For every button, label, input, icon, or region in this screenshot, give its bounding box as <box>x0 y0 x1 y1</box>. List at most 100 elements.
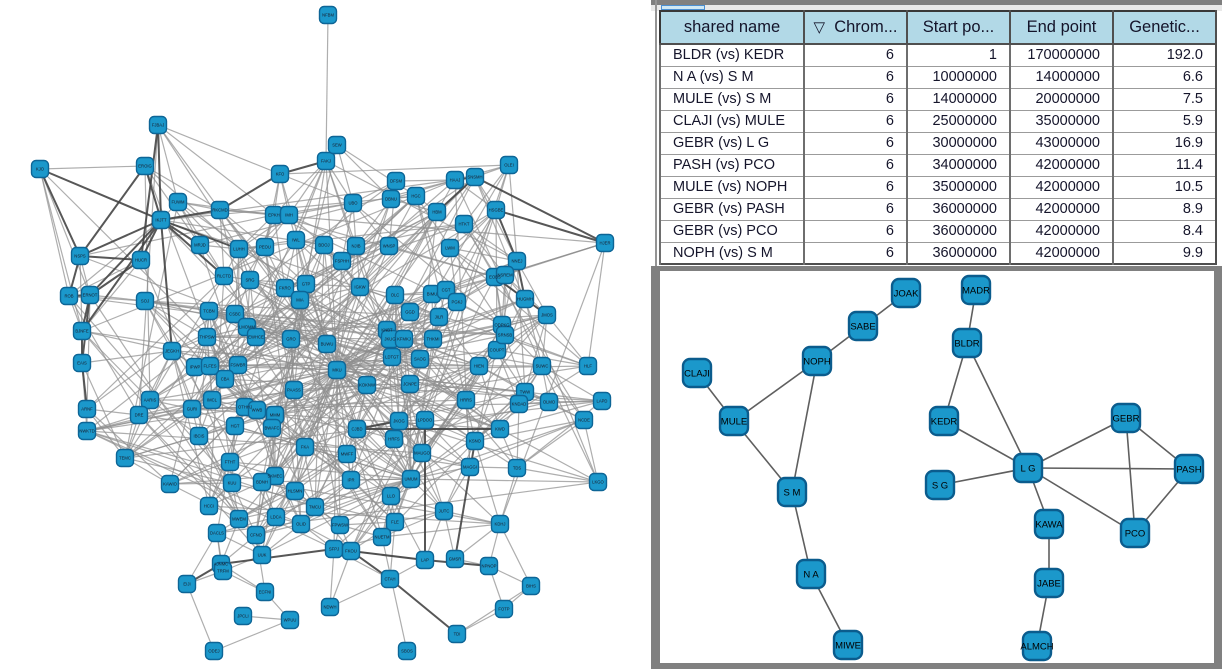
svg-text:KNBT: KNBT <box>381 328 393 333</box>
svg-text:FOTP: FOTP <box>498 607 509 612</box>
svg-text:SFPJ: SFPJ <box>329 547 339 552</box>
svg-text:L G: L G <box>1021 464 1036 475</box>
svg-text:DACLS: DACLS <box>210 531 224 536</box>
svg-text:WPUU: WPUU <box>284 618 297 623</box>
svg-text:BJNFE: BJNFE <box>75 329 88 334</box>
svg-text:JKOG: JKOG <box>393 419 404 424</box>
svg-text:GTP: GTP <box>302 282 311 287</box>
svg-text:OLID: OLID <box>296 522 306 527</box>
svg-text:EWHCE: EWHCE <box>248 335 264 340</box>
svg-text:BUWU: BUWU <box>321 342 334 347</box>
svg-text:SOJ: SOJ <box>141 299 149 304</box>
svg-text:PEOU: PEOU <box>259 245 271 250</box>
svg-text:PCO: PCO <box>1125 529 1146 540</box>
svg-text:HAAJ: HAAJ <box>450 178 461 183</box>
svg-text:LMOMM: LMOMM <box>239 325 256 330</box>
svg-text:GGD: GGD <box>405 310 415 315</box>
svg-text:SAOG: SAOG <box>414 357 426 362</box>
svg-text:AARIS: AARIS <box>144 398 157 403</box>
svg-text:AJNMC: AJNMC <box>214 562 228 567</box>
svg-text:SBOS: SBOS <box>401 649 413 654</box>
svg-text:EAIS: EAIS <box>77 361 87 366</box>
svg-text:UUK: UUK <box>258 553 267 558</box>
svg-text:EIJI: EIJI <box>183 582 190 587</box>
svg-text:TCBN: TCBN <box>203 309 214 314</box>
svg-text:FLFES: FLFES <box>203 364 216 369</box>
svg-text:GEBR: GEBR <box>1113 414 1140 425</box>
svg-text:LDCA: LDCA <box>270 515 281 520</box>
svg-text:OTHHJ: OTHHJ <box>238 405 252 410</box>
svg-text:FAKJ: FAKJ <box>321 159 331 164</box>
svg-text:GRO: GRO <box>286 337 296 342</box>
svg-text:WWB: WWB <box>252 408 263 413</box>
svg-text:LPDOO: LPDOO <box>418 418 433 423</box>
svg-text:ERNOT: ERNOT <box>83 293 98 298</box>
svg-text:CSBC: CSBC <box>229 312 241 317</box>
svg-text:BIHS: BIHS <box>526 584 536 589</box>
svg-text:TWW: TWW <box>520 390 531 395</box>
svg-text:MAGGI: MAGGI <box>463 465 477 470</box>
svg-text:FKOU: FKOU <box>345 549 357 554</box>
svg-text:GURI: GURI <box>187 407 197 412</box>
svg-text:HJER: HJER <box>600 241 611 246</box>
svg-text:OLMO: OLMO <box>543 400 556 405</box>
svg-text:HIEN: HIEN <box>474 364 484 369</box>
svg-text:ODPKG: ODPKG <box>494 323 509 328</box>
svg-text:ODEJ: ODEJ <box>208 649 219 654</box>
svg-text:JCNPE: JCNPE <box>403 382 417 387</box>
svg-text:SRNSB: SRNSB <box>498 333 513 338</box>
svg-text:EPKH: EPKH <box>268 213 279 218</box>
svg-text:SEW: SEW <box>332 143 342 148</box>
svg-text:HRFS: HRFS <box>388 437 400 442</box>
svg-text:IMCL: IMCL <box>207 398 218 403</box>
svg-text:N A: N A <box>803 570 819 581</box>
svg-text:KSNO: KSNO <box>469 439 482 444</box>
svg-text:MWEM: MWEM <box>232 517 246 522</box>
svg-text:SKMEC: SKMEC <box>268 474 283 479</box>
svg-text:BDOJ: BDOJ <box>318 243 329 248</box>
svg-text:IPR: IPR <box>348 478 355 483</box>
svg-text:IMH: IMH <box>285 213 293 218</box>
svg-text:MIA: MIA <box>296 298 304 303</box>
svg-text:S G: S G <box>932 481 948 492</box>
svg-text:MMM: MMM <box>270 413 281 418</box>
svg-text:FKRO: FKRO <box>279 286 291 291</box>
svg-text:CLAJI: CLAJI <box>684 369 710 380</box>
svg-text:MRJD: MRJD <box>194 243 206 248</box>
svg-text:HBM: HBM <box>432 210 442 215</box>
svg-text:JUTC: JUTC <box>439 509 450 514</box>
svg-text:DFSM: DFSM <box>390 179 402 184</box>
svg-text:ECFNI: ECFNI <box>259 590 272 595</box>
svg-text:HGC: HGC <box>411 194 420 199</box>
svg-text:FJBAJ: FJBAJ <box>152 123 164 128</box>
svg-text:COUPT: COUPT <box>490 348 505 353</box>
svg-text:KOKNW: KOKNW <box>359 383 375 388</box>
svg-text:LKGO: LKGO <box>592 480 604 485</box>
svg-text:KEDR: KEDR <box>931 417 958 428</box>
svg-text:NCDE: NCDE <box>578 418 590 423</box>
svg-text:CFNO: CFNO <box>250 533 263 538</box>
svg-text:S M: S M <box>784 488 801 499</box>
svg-text:SRG: SRG <box>245 278 254 283</box>
svg-text:JILR: JILR <box>435 315 444 320</box>
svg-text:FUWM: FUWM <box>171 200 185 205</box>
svg-text:ROB: ROB <box>64 294 73 299</box>
svg-text:RKCMD: RKCMD <box>212 208 227 213</box>
svg-text:THKMI: THKMI <box>426 337 439 342</box>
svg-text:LLO: LLO <box>387 494 396 499</box>
svg-text:IGKW: IGKW <box>354 285 365 290</box>
svg-text:EROIG: EROIG <box>138 164 152 169</box>
svg-text:NSPS: NSPS <box>74 254 86 259</box>
svg-text:KNDAD: KNDAD <box>512 402 527 407</box>
svg-text:UMUM: UMUM <box>404 477 418 482</box>
svg-text:MKU: MKU <box>332 368 341 373</box>
svg-text:KFMKJ: KFMKJ <box>397 337 411 342</box>
svg-text:TMCU: TMCU <box>309 505 321 510</box>
svg-text:FTHT: FTHT <box>225 460 236 465</box>
svg-text:CBA: CBA <box>221 377 230 382</box>
svg-text:TDI: TDI <box>454 632 461 637</box>
svg-text:JOAK: JOAK <box>894 289 919 300</box>
svg-text:PAASS: PAASS <box>287 388 301 393</box>
svg-text:BLDR: BLDR <box>954 339 979 350</box>
svg-text:NJIB: NJIB <box>351 244 360 249</box>
